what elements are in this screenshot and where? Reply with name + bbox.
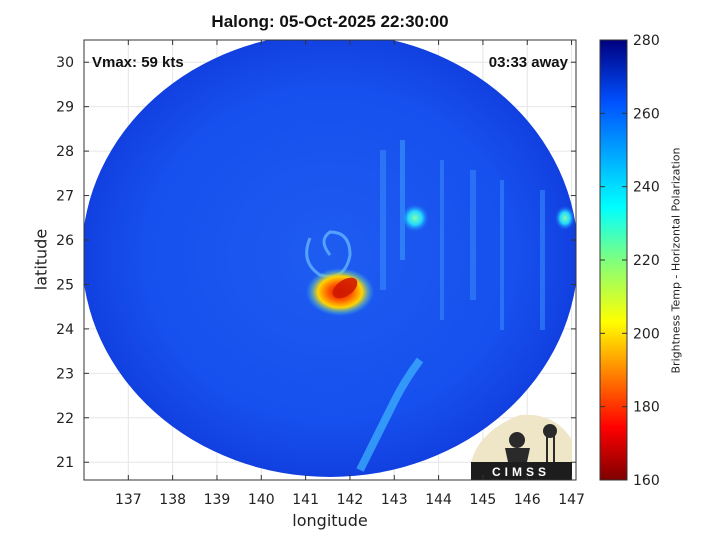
x-tick-label: 147 <box>558 492 585 508</box>
cimss-logo: CIMSS <box>471 414 572 480</box>
colorbar-tick-label: 220 <box>633 253 660 269</box>
x-tick-label: 138 <box>159 492 186 508</box>
colorbar-ticks: 160 180 200 220 240 260 280 <box>600 33 660 489</box>
colorbar-tick-label: 240 <box>633 180 660 196</box>
svg-text:CIMSS: CIMSS <box>492 465 550 479</box>
swath-streaks <box>380 140 545 330</box>
x-tick-label: 140 <box>248 492 275 508</box>
x-tick-label: 144 <box>425 492 452 508</box>
rainband-south <box>356 357 424 472</box>
rainband-east <box>401 204 429 232</box>
x-tick-label: 145 <box>470 492 497 508</box>
y-tick-label: 29 <box>56 100 74 116</box>
y-tick-label: 30 <box>56 55 74 71</box>
x-tick-label: 139 <box>204 492 231 508</box>
y-tick-label: 25 <box>56 277 74 293</box>
time-away-label: 03:33 away <box>488 54 568 71</box>
axes-box <box>83 39 577 481</box>
colorbar-label: Brightness Temp - Horizontal Polarizatio… <box>669 147 683 374</box>
rainband-far-east <box>555 206 575 230</box>
y-tick-label: 28 <box>56 144 74 160</box>
colorbar-tick-label: 200 <box>633 326 660 342</box>
colorbar-tick-label: 280 <box>633 33 660 49</box>
brightness-temp-swath <box>84 40 576 477</box>
y-tick-label: 27 <box>56 189 74 205</box>
colorbar-tick-label: 160 <box>633 473 660 489</box>
x-tick-label: 141 <box>292 492 319 508</box>
y-tick-label: 26 <box>56 233 74 249</box>
x-axis: 137 138 139 140 141 142 143 144 145 146 147 <box>115 40 585 508</box>
plot-title: Halong: 05-Oct-2025 22:30:00 <box>211 12 449 31</box>
y-tick-label: 23 <box>56 366 74 382</box>
colorbar-tick-label: 180 <box>633 400 660 416</box>
x-tick-label: 142 <box>337 492 364 508</box>
x-tick-label: 137 <box>115 492 142 508</box>
y-tick-label: 21 <box>56 455 74 471</box>
swath-disc <box>84 40 576 477</box>
colorbar-tick-label: 260 <box>633 106 660 122</box>
storm-eye <box>305 230 352 278</box>
x-tick-label: 146 <box>514 492 541 508</box>
x-axis-label: longitude <box>292 511 368 530</box>
y-tick-label: 22 <box>56 411 74 427</box>
storm-core-hot <box>332 277 358 299</box>
y-axis: 21 22 23 24 25 26 27 28 29 30 <box>56 55 576 471</box>
y-tick-label: 24 <box>56 322 74 338</box>
x-tick-label: 143 <box>381 492 408 508</box>
y-axis-label: latitude <box>31 228 51 291</box>
vmax-label: Vmax: 59 kts <box>92 54 184 71</box>
